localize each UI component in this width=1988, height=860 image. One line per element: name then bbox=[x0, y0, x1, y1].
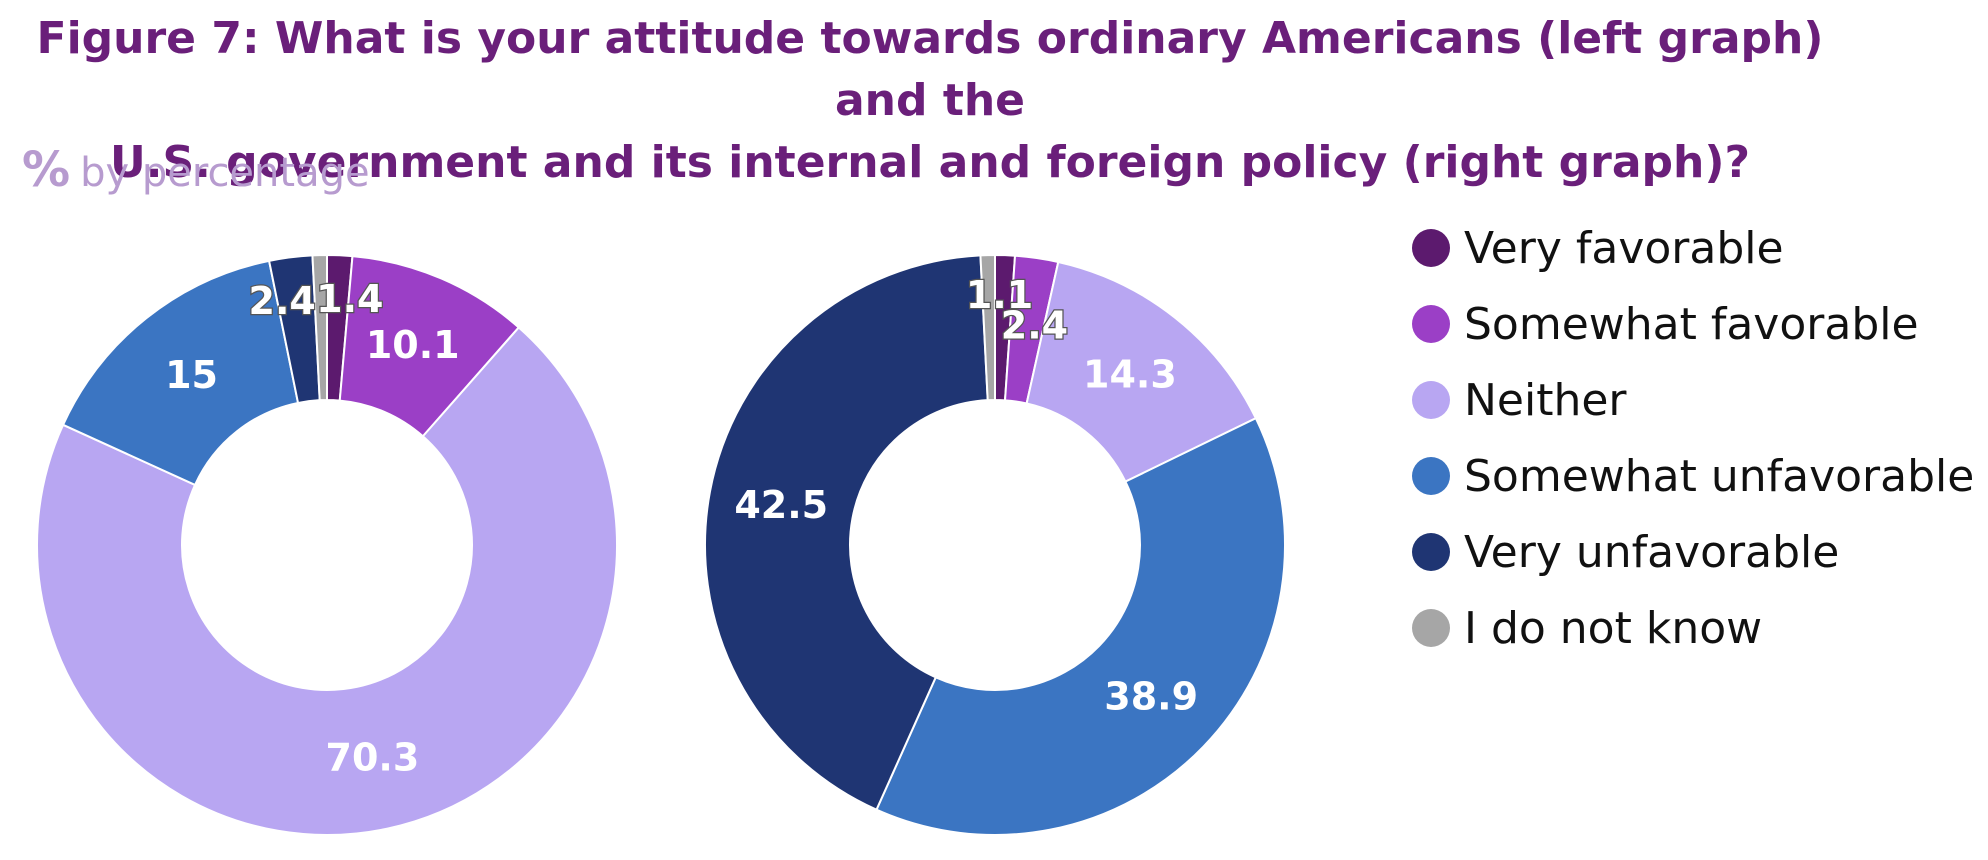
donut-1-label-somewhat-favorable: 10.1 bbox=[366, 323, 460, 367]
legend-swatch bbox=[1412, 533, 1450, 571]
chart-legend: Very favorable Somewhat favorable Neither S… bbox=[1412, 210, 1974, 666]
donut-1-label-somewhat-unfavorable: 15 bbox=[165, 353, 218, 397]
legend-swatch bbox=[1412, 609, 1450, 647]
chart-title: Figure 7: What is your attitude towards … bbox=[0, 8, 1860, 194]
legend-label: Very unfavorable bbox=[1464, 526, 1840, 578]
donut-2-label-somewhat-favorable: 2.4 bbox=[1001, 304, 1068, 348]
legend-swatch bbox=[1412, 305, 1450, 343]
donut-2-slice-neither bbox=[1025, 260, 1258, 483]
chart-title-line-1: Figure 7: What is your attitude towards … bbox=[36, 13, 1824, 126]
legend-label: Somewhat favorable bbox=[1464, 298, 1919, 350]
donut-2-label-very-favorable: 1.1 bbox=[966, 273, 1033, 317]
legend-item-very-unfavorable: Very unfavorable bbox=[1412, 514, 1974, 590]
legend-swatch bbox=[1412, 457, 1450, 495]
chart-title-line-2: U.S. government and its internal and for… bbox=[110, 137, 1750, 188]
legend-swatch bbox=[1412, 229, 1450, 267]
legend-label: Neither bbox=[1464, 374, 1627, 426]
legend-item-i-do-not-know: I do not know bbox=[1412, 590, 1974, 666]
donut-1-label-neither: 70.3 bbox=[326, 736, 420, 780]
donut-1-slice-i-do-not-know bbox=[311, 253, 328, 402]
legend-label: Very favorable bbox=[1464, 222, 1784, 274]
unit-caption-label: by percentage bbox=[80, 150, 370, 196]
percent-icon: % bbox=[22, 142, 71, 198]
legend-item-somewhat-favorable: Somewhat favorable bbox=[1412, 286, 1974, 362]
legend-swatch bbox=[1412, 381, 1450, 419]
legend-label: I do not know bbox=[1464, 602, 1763, 654]
donut-1-slice-neither bbox=[36, 326, 618, 836]
donut-2-slice-i-do-not-know bbox=[979, 253, 996, 402]
donut-2-label-somewhat-unfavorable: 38.9 bbox=[1104, 674, 1198, 718]
unit-caption: % by percentage bbox=[22, 146, 370, 197]
legend-item-neither: Neither bbox=[1412, 362, 1974, 438]
donut-chart-2: 1.12.4 14.3 38.9 42.5 bbox=[704, 253, 1286, 836]
donut-1-label-very-unfavorable: 2.4 bbox=[249, 279, 316, 323]
donut-2-slice-somewhat-unfavorable bbox=[875, 416, 1286, 836]
donut-1-slice-somewhat-unfavorable bbox=[61, 259, 300, 487]
legend-item-very-favorable: Very favorable bbox=[1412, 210, 1974, 286]
legend-item-somewhat-unfavorable: Somewhat unfavorable bbox=[1412, 438, 1974, 514]
donut-1-label-very-favorable: 1.4 bbox=[316, 277, 383, 321]
donut-2-label-very-unfavorable: 42.5 bbox=[734, 483, 828, 527]
donut-chart-1: 1.410.1 70.3 15 2.4 bbox=[36, 253, 618, 836]
donut-2-label-neither: 14.3 bbox=[1083, 352, 1177, 396]
legend-label: Somewhat unfavorable bbox=[1464, 450, 1975, 502]
donut-2-slice-very-unfavorable bbox=[704, 254, 989, 812]
